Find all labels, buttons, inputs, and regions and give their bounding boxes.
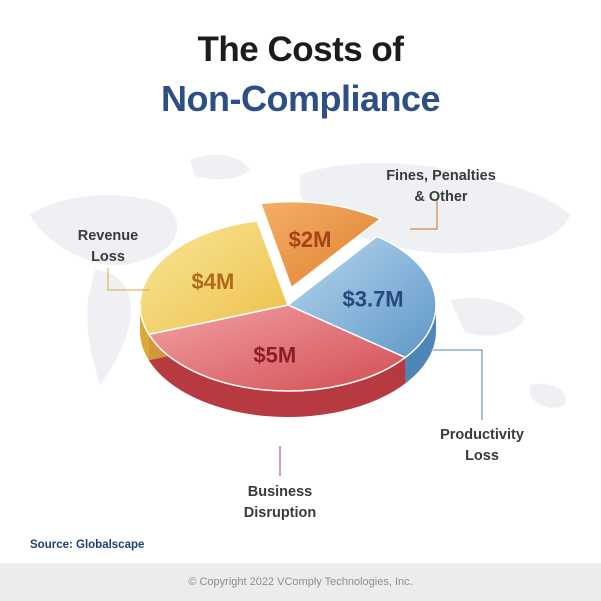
- chart-title-line-1: The Costs of: [197, 30, 404, 69]
- copyright-footer: © Copyright 2022 VComply Technologies, I…: [0, 563, 601, 601]
- category-label-business-disruption: Business Disruption: [244, 484, 317, 521]
- category-label-revenue-loss: Revenue Loss: [78, 228, 138, 265]
- pie-slice-productivity-loss: [286, 235, 437, 359]
- pie-slice-business-disruption: [147, 304, 407, 392]
- value-label-fines-penalties: $2M: [289, 227, 332, 252]
- pie-slice-fines-penalties: [259, 200, 382, 289]
- chart-title-line-2: Non-Compliance: [160, 78, 441, 119]
- leader-line-productivity-loss: [433, 349, 483, 420]
- source-note: Source: Globalscape: [30, 539, 145, 551]
- pie-slice-revenue-loss: [139, 220, 290, 336]
- value-label-revenue-loss: $4M: [192, 269, 235, 294]
- world-map-background: [30, 154, 570, 408]
- value-label-productivity-loss: $3.7M: [342, 286, 403, 311]
- category-label-productivity-loss: Productivity Loss: [440, 427, 524, 464]
- category-label-fines-penalties: Fines, Penalties & Other: [386, 168, 496, 205]
- leader-line-revenue-loss: [107, 268, 150, 291]
- value-label-business-disruption: $5M: [253, 342, 296, 367]
- leader-line-fines-penalties: [410, 200, 438, 230]
